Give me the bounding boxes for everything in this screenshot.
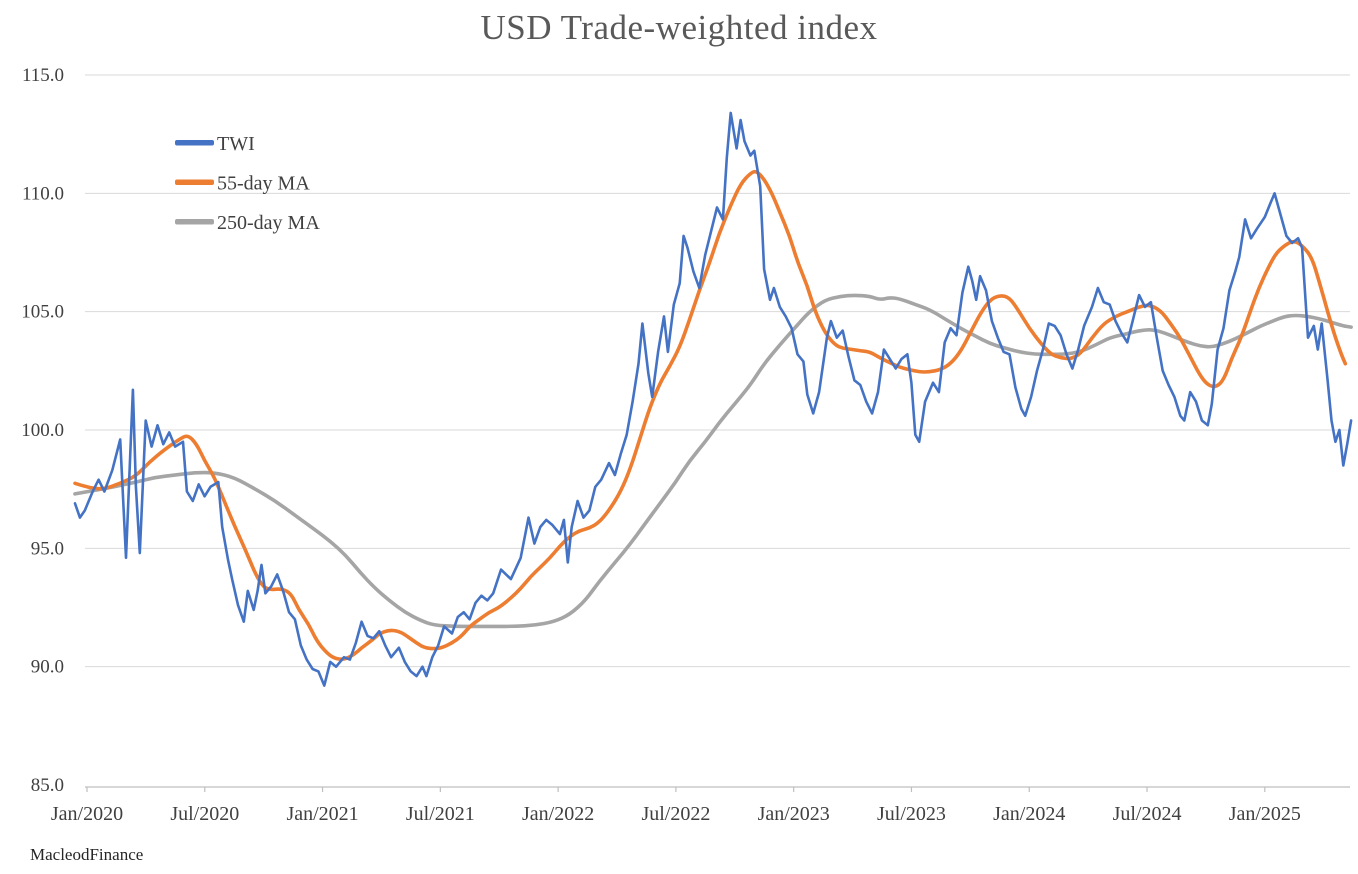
x-tick-label: Jan/2024 bbox=[993, 803, 1065, 825]
legend-swatch-twi bbox=[175, 140, 214, 146]
y-tick-label: 85.0 bbox=[31, 775, 64, 796]
series-line-55-day-ma bbox=[73, 169, 1348, 661]
series-line-twi bbox=[73, 111, 1353, 687]
series-line-250-day-ma bbox=[73, 293, 1353, 629]
y-tick-label: 95.0 bbox=[31, 538, 64, 559]
y-tick-label: 115.0 bbox=[22, 65, 64, 86]
legend-label: 55-day MA bbox=[217, 173, 310, 195]
chart-title: USD Trade-weighted index bbox=[480, 8, 878, 47]
legend-label: TWI bbox=[217, 133, 255, 155]
y-tick-label: 90.0 bbox=[31, 657, 64, 678]
legend-swatch-55-day-ma bbox=[175, 179, 214, 185]
x-tick-label: Jul/2024 bbox=[1113, 803, 1182, 825]
x-tick-label: Jul/2020 bbox=[170, 803, 239, 825]
y-tick-label: 105.0 bbox=[21, 302, 64, 323]
x-tick-label: Jan/2020 bbox=[51, 803, 123, 825]
attribution-label: MacleodFinance bbox=[30, 845, 144, 864]
x-tick-label: Jan/2022 bbox=[522, 803, 594, 825]
legend-swatch-250-day-ma bbox=[175, 219, 214, 225]
x-tick-label: Jul/2023 bbox=[877, 803, 946, 825]
y-tick-label: 100.0 bbox=[21, 420, 64, 441]
x-tick-label: Jul/2022 bbox=[641, 803, 710, 825]
x-tick-label: Jan/2023 bbox=[758, 803, 830, 825]
y-tick-label: 110.0 bbox=[22, 183, 64, 204]
x-tick-label: Jan/2021 bbox=[286, 803, 358, 825]
legend-label: 250-day MA bbox=[217, 212, 320, 234]
x-tick-label: Jul/2021 bbox=[406, 803, 475, 825]
x-tick-label: Jan/2025 bbox=[1229, 803, 1301, 825]
